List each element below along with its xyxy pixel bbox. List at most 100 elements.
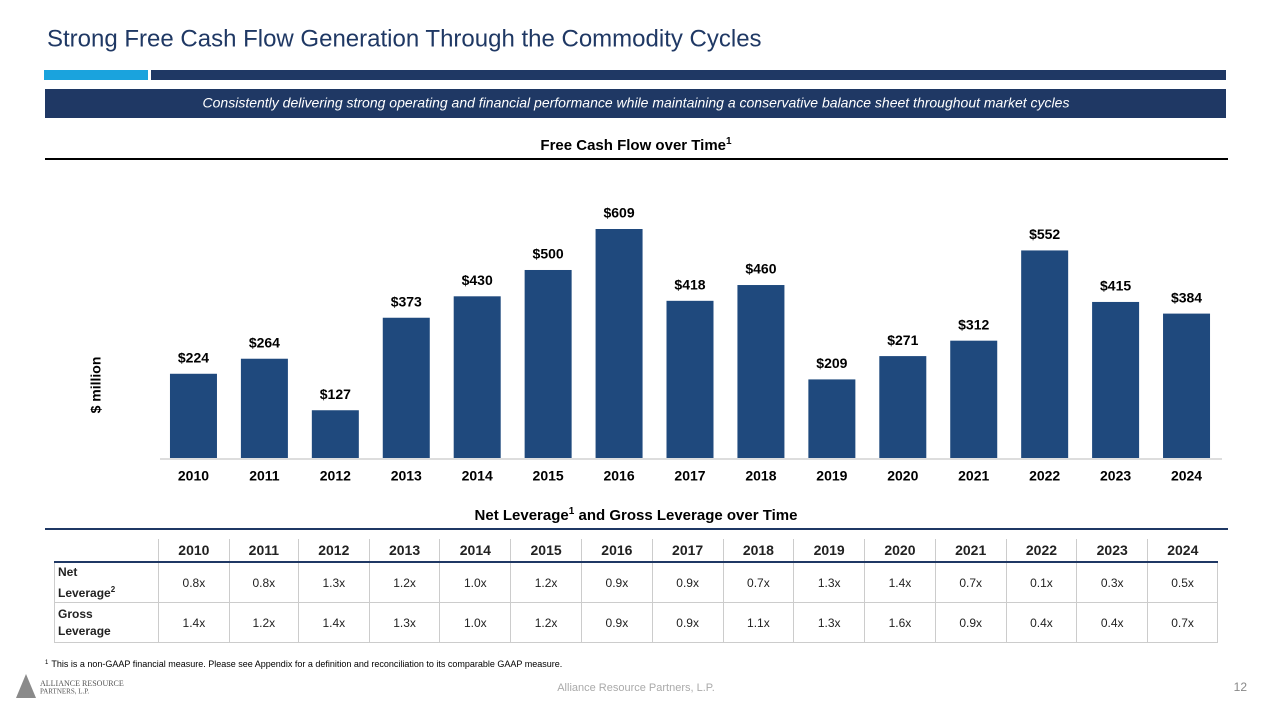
table-cell: 0.3x — [1076, 561, 1149, 603]
chart-title-note: 1 — [726, 136, 732, 147]
value-label: $418 — [674, 277, 705, 293]
table-cell: 1.2x — [228, 602, 299, 643]
x-tick-label: 2023 — [1100, 468, 1131, 484]
table-row: Gross Leverage 1.4x 1.2x 1.4x 1.3x 1.0x 1.2x 0.… — [54, 602, 1218, 643]
chart-title: Free Cash Flow over Time1 — [540, 136, 732, 154]
x-tick-label: 2010 — [178, 468, 209, 484]
x-tick-label: 2021 — [958, 468, 989, 484]
logo-text: Alliance Resource — [40, 679, 124, 688]
slide-title: Strong Free Cash Flow Generation Through… — [47, 25, 762, 52]
x-tick-label: 2018 — [745, 468, 776, 484]
column-header: 2021 — [934, 539, 1007, 563]
row-label-text: Gross Leverage — [58, 606, 111, 638]
table-row: Net Leverage2 0.8x 0.8x 1.3x 1.2x 1.0x 1.2x 0.9… — [54, 561, 1218, 603]
bar — [240, 358, 288, 458]
x-tick-label: 2014 — [462, 468, 493, 484]
x-tick-label: 2017 — [674, 468, 705, 484]
logo-mark — [16, 674, 36, 698]
column-header: 2011 — [228, 539, 299, 563]
footnote: 1 This is a non-GAAP financial measure. P… — [45, 659, 562, 669]
bar — [524, 269, 572, 458]
table-cell: 1.0x — [439, 561, 512, 603]
table-title-text: Net Leverage — [475, 507, 569, 524]
table-cell: 0.9x — [651, 561, 724, 603]
corner-cell — [54, 539, 159, 563]
table-cell: 0.7x — [1147, 602, 1218, 643]
x-tick-label: 2012 — [320, 468, 351, 484]
column-header: 2016 — [580, 539, 653, 563]
table-cell: 0.8x — [228, 561, 299, 603]
x-tick-label: 2024 — [1171, 468, 1202, 484]
value-label: $460 — [745, 261, 776, 277]
table-cell: 0.4x — [1005, 602, 1078, 643]
row-label: Net Leverage2 — [54, 561, 159, 603]
table-cell: 1.3x — [297, 561, 370, 603]
leverage-table: 2010 2011 2012 2013 2014 2015 2016 2017 2018 2019… — [54, 539, 1218, 643]
x-tick-label: 2020 — [887, 468, 918, 484]
bar — [1021, 250, 1069, 458]
table-cell: 1.3x — [793, 561, 866, 603]
bar — [1163, 313, 1211, 458]
table-cell: 1.2x — [368, 561, 441, 603]
value-label: $384 — [1171, 289, 1202, 305]
value-label: $500 — [533, 246, 564, 262]
bar — [453, 296, 501, 458]
chart-title-text: Free Cash Flow over Time — [540, 137, 726, 154]
bar — [950, 340, 998, 458]
x-tick-label: 2022 — [1029, 468, 1060, 484]
value-label: $373 — [391, 293, 422, 309]
row-label-text: Net Leverage — [58, 564, 111, 600]
table-cell: 1.0x — [439, 602, 512, 643]
value-label: $415 — [1100, 278, 1131, 294]
bar — [311, 410, 359, 458]
value-label: $224 — [178, 349, 209, 365]
table-cell: 0.1x — [1005, 561, 1078, 603]
table-title-text: and Gross Leverage over Time — [574, 507, 797, 524]
accent-bar — [44, 70, 148, 80]
table-cell: 0.5x — [1147, 561, 1218, 603]
row-label: Gross Leverage — [54, 602, 159, 643]
table-cell: 1.4x — [864, 561, 936, 603]
table-cell: 1.3x — [368, 602, 441, 643]
table-cell: 1.6x — [864, 602, 936, 643]
table-cell: 1.3x — [793, 602, 866, 643]
bar — [1092, 301, 1140, 458]
value-label: $209 — [816, 355, 847, 371]
column-header: 2023 — [1076, 539, 1148, 563]
column-header: 2012 — [297, 539, 370, 563]
column-header: 2017 — [651, 539, 724, 563]
row-label-note: 2 — [110, 584, 116, 594]
table-cell: 1.4x — [158, 602, 230, 643]
accent-bar — [151, 70, 1226, 80]
footnote-mark: 1 — [45, 660, 49, 666]
table-cell: 1.2x — [510, 561, 582, 603]
table-cell: 0.7x — [934, 561, 1007, 603]
banner — [45, 89, 1226, 118]
column-header: 2019 — [793, 539, 865, 563]
header-row: 2010 2011 2012 2013 2014 2015 2016 2017 2018 2019… — [54, 539, 1218, 563]
table-cell: 0.9x — [934, 602, 1007, 643]
table-cell: 0.4x — [1076, 602, 1149, 643]
bar — [595, 229, 643, 458]
column-header: 2022 — [1005, 539, 1077, 563]
bar — [737, 285, 785, 458]
logo-text: Partners, L.P. — [40, 688, 89, 696]
table-cell: 1.1x — [722, 602, 795, 643]
bar — [382, 317, 430, 458]
column-header: 2014 — [439, 539, 511, 563]
column-header: 2020 — [864, 539, 936, 563]
bar — [808, 379, 856, 458]
table-cell: 0.9x — [580, 602, 653, 643]
footnote-text: This is a non-GAAP financial measure. Pl… — [51, 659, 562, 669]
bar — [879, 356, 927, 458]
table-cell: 0.9x — [651, 602, 724, 643]
column-header: 2024 — [1147, 539, 1218, 563]
table-cell: 0.8x — [158, 561, 230, 603]
value-label: $127 — [320, 386, 351, 402]
x-tick-label: 2011 — [249, 468, 280, 484]
table-title: Net Leverage1 and Gross Leverage over Ti… — [475, 506, 798, 524]
table-title-note: 1 — [569, 506, 575, 517]
value-label: $430 — [462, 272, 493, 288]
value-label: $271 — [887, 332, 918, 348]
